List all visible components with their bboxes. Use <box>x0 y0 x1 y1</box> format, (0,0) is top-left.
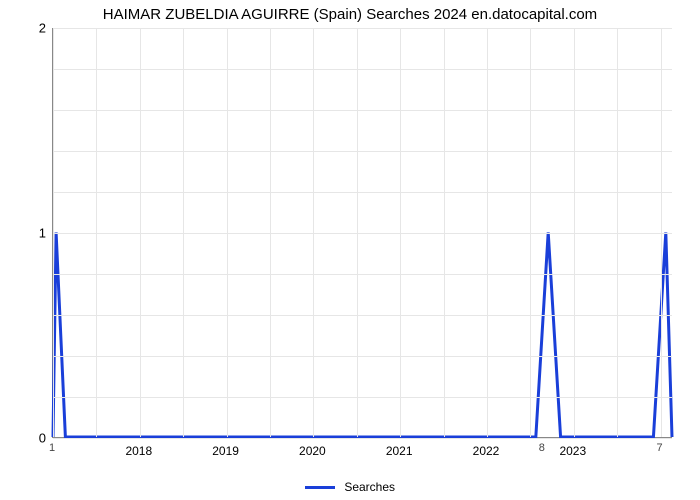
gridline-v <box>530 28 531 437</box>
gridline-h <box>53 397 672 398</box>
x-tick-label: 2018 <box>125 444 152 458</box>
gridline-v <box>313 28 314 437</box>
gridline-v <box>400 28 401 437</box>
legend-swatch <box>305 486 335 489</box>
y-tick-label: 0 <box>6 431 46 446</box>
x-axis-marker: 7 <box>657 442 663 454</box>
plot-area <box>52 28 672 438</box>
gridline-v <box>357 28 358 437</box>
gridline-v <box>227 28 228 437</box>
gridline-v <box>444 28 445 437</box>
gridline-h <box>53 151 672 152</box>
gridline-h <box>53 110 672 111</box>
gridline-h <box>53 438 672 439</box>
gridline-v <box>183 28 184 437</box>
gridline-h <box>53 274 672 275</box>
x-tick-label: 2023 <box>559 444 586 458</box>
gridline-v <box>140 28 141 437</box>
x-tick-label: 2019 <box>212 444 239 458</box>
x-tick-label: 2020 <box>299 444 326 458</box>
legend-label: Searches <box>344 480 395 494</box>
gridline-v <box>617 28 618 437</box>
y-tick-label: 1 <box>6 226 46 241</box>
legend: Searches <box>0 479 700 494</box>
series-line <box>53 233 672 438</box>
gridline-h <box>53 28 672 29</box>
y-tick-label: 2 <box>6 21 46 36</box>
gridline-h <box>53 233 672 234</box>
x-axis-marker: 1 <box>49 442 55 454</box>
gridline-v <box>661 28 662 437</box>
x-tick-label: 2021 <box>386 444 413 458</box>
gridline-h <box>53 69 672 70</box>
gridline-v <box>487 28 488 437</box>
gridline-v <box>53 28 54 437</box>
x-tick-label: 2022 <box>473 444 500 458</box>
gridline-h <box>53 315 672 316</box>
gridline-h <box>53 356 672 357</box>
chart-title: HAIMAR ZUBELDIA AGUIRRE (Spain) Searches… <box>0 6 700 23</box>
gridline-h <box>53 192 672 193</box>
gridline-v <box>270 28 271 437</box>
gridline-v <box>574 28 575 437</box>
searches-chart: HAIMAR ZUBELDIA AGUIRRE (Spain) Searches… <box>0 0 700 500</box>
gridline-v <box>96 28 97 437</box>
x-axis-marker: 8 <box>539 442 545 454</box>
